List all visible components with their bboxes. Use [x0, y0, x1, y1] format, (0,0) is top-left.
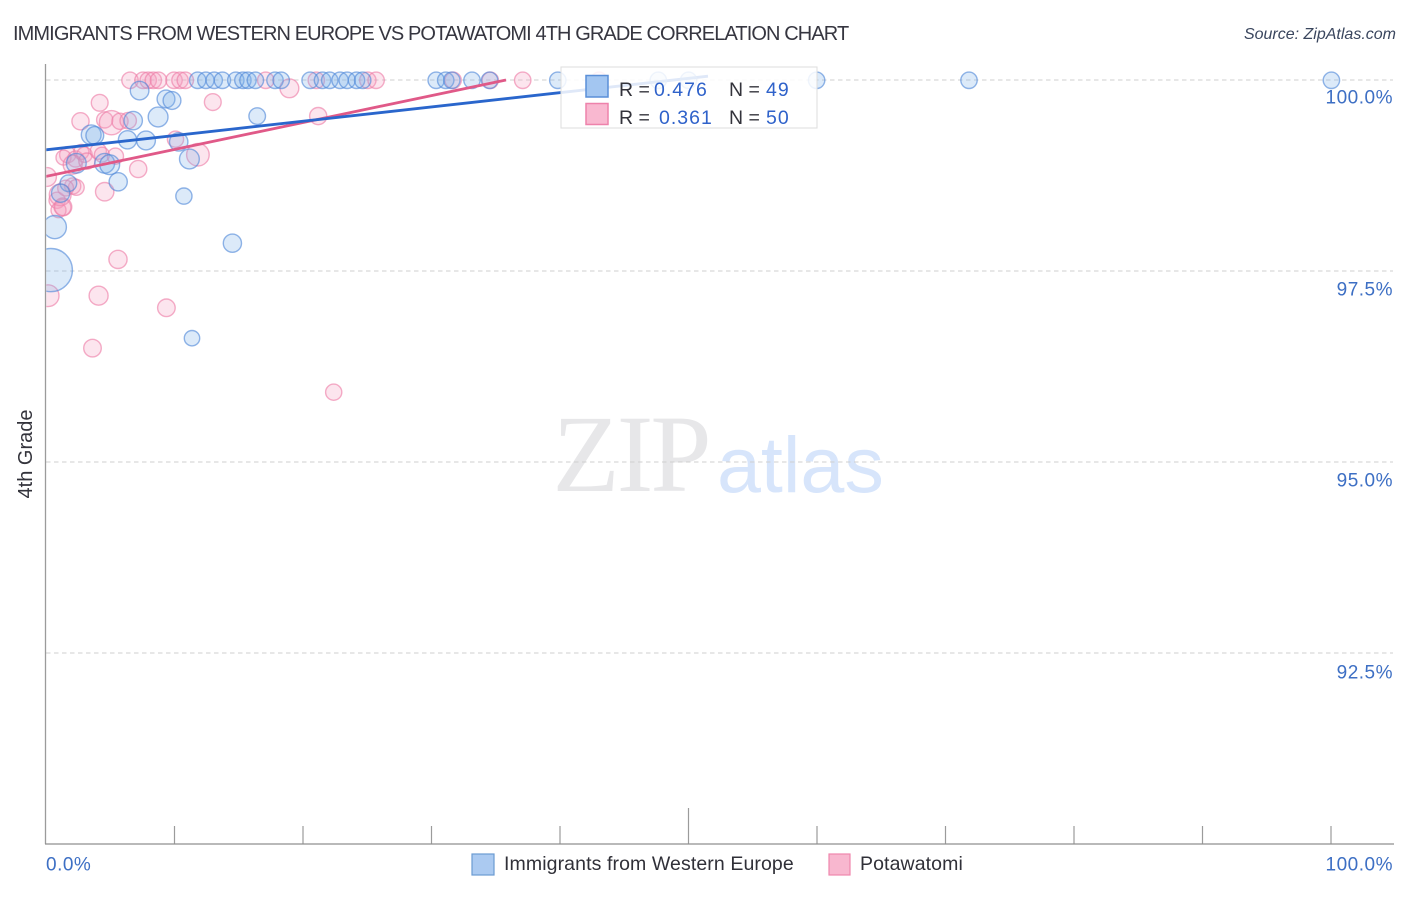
svg-text:Immigrants from Western Europe: Immigrants from Western Europe — [504, 853, 794, 875]
svg-text:Potawatomi: Potawatomi — [860, 853, 963, 875]
svg-text:Source: ZipAtlas.com: Source: ZipAtlas.com — [1244, 26, 1396, 43]
svg-text:R =: R = — [619, 107, 650, 129]
svg-text:N =: N = — [729, 107, 760, 129]
svg-text:49: 49 — [766, 79, 790, 101]
svg-text:0.476: 0.476 — [654, 79, 708, 101]
svg-text:92.5%: 92.5% — [1337, 663, 1393, 684]
svg-text:0.0%: 0.0% — [46, 855, 91, 876]
svg-text:50: 50 — [766, 107, 790, 129]
svg-text:atlas: atlas — [717, 420, 884, 509]
svg-text:0.361: 0.361 — [659, 107, 713, 129]
svg-text:IMMIGRANTS FROM WESTERN EUROPE: IMMIGRANTS FROM WESTERN EUROPE VS POTAWA… — [13, 23, 849, 45]
svg-text:100.0%: 100.0% — [1326, 88, 1393, 109]
svg-text:4th Grade: 4th Grade — [15, 410, 37, 499]
svg-text:N =: N = — [729, 79, 760, 101]
svg-text:ZIP: ZIP — [553, 393, 709, 515]
svg-text:95.0%: 95.0% — [1337, 471, 1393, 492]
svg-text:97.5%: 97.5% — [1337, 280, 1393, 301]
svg-text:100.0%: 100.0% — [1326, 855, 1393, 876]
svg-text:R =: R = — [619, 79, 650, 101]
